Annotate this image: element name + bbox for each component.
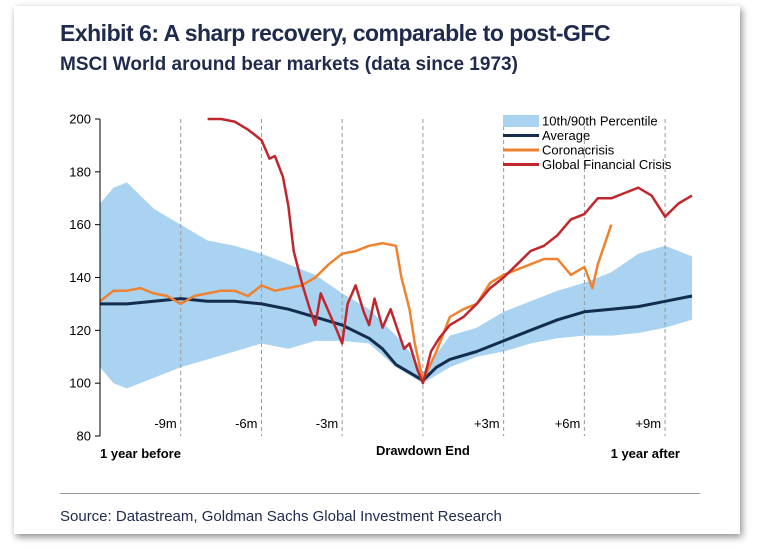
month-label: -6m (235, 416, 257, 431)
y-tick-label: 180 (69, 164, 91, 179)
average-line (100, 294, 693, 382)
legend-label: Average (542, 128, 590, 143)
legend-label: Global Financial Crisis (542, 157, 672, 172)
gfc-line (207, 117, 693, 385)
month-label: +9m (635, 416, 661, 431)
chart-title: Exhibit 6: A sharp recovery, comparable … (60, 20, 611, 46)
x-label-center: Drawdown End (376, 443, 470, 458)
legend-label: Coronacrisis (542, 143, 615, 158)
y-tick-label: 200 (69, 112, 91, 127)
legend-label: 10th/90th Percentile (542, 114, 658, 129)
month-label: -9m (154, 416, 176, 431)
legend-swatch-band (503, 115, 539, 127)
coronacrisis-line (99, 224, 613, 382)
y-tick-label: 120 (69, 323, 91, 338)
y-tick-label: 160 (69, 217, 91, 232)
chart-subtitle: MSCI World around bear markets (data sin… (60, 54, 518, 75)
x-label-start: 1 year before (100, 446, 181, 461)
percentile-band-layer (100, 182, 692, 389)
month-label: -3m (316, 416, 338, 431)
source-divider (60, 493, 700, 494)
month-label: +6m (555, 416, 581, 431)
month-marker-layer: -9m -6m -3m +3m +6m +9m (154, 119, 666, 436)
percentile-band (100, 182, 692, 389)
y-tick-label: 80 (77, 429, 91, 444)
y-axis: 80 100 120 140 160 180 200 (69, 112, 101, 444)
x-label-end: 1 year after (611, 446, 680, 461)
y-tick-label: 140 (69, 270, 91, 285)
x-axis-labels: 1 year before Drawdown End 1 year after (100, 443, 680, 461)
series-layer (99, 117, 693, 385)
month-label: +3m (474, 416, 500, 431)
source-note: Source: Datastream, Goldman Sachs Global… (60, 508, 502, 525)
legend: 10th/90th PercentileAverageCoronacrisisG… (503, 114, 672, 172)
y-tick-label: 100 (69, 376, 91, 391)
